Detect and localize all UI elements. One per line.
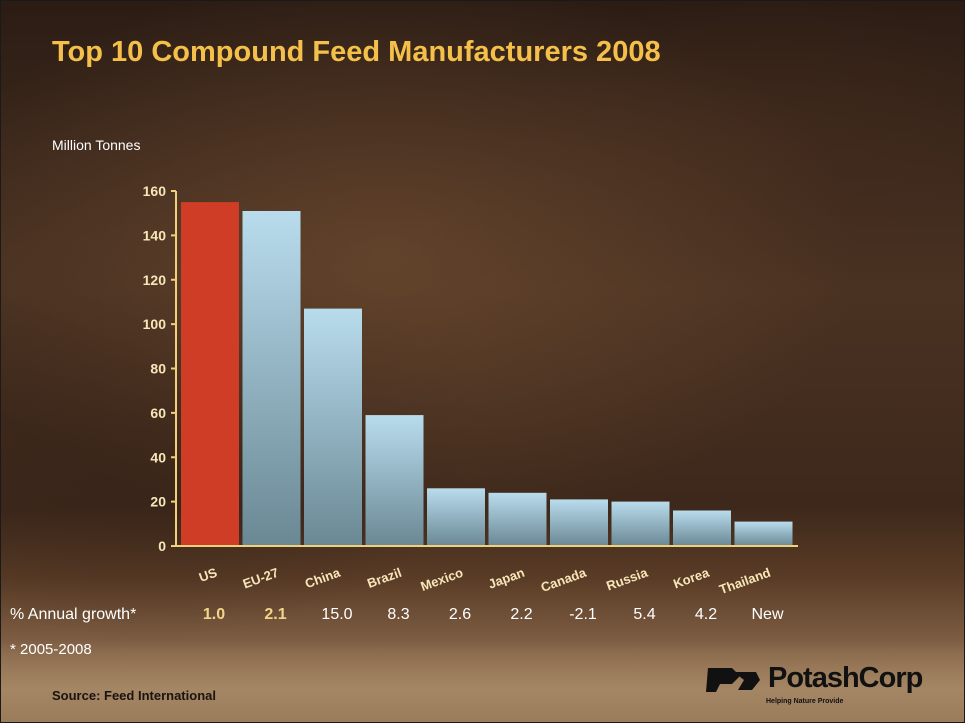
logo-tagline: Helping Nature Provide [766, 698, 844, 705]
x-tick-label: Korea [671, 564, 711, 591]
y-tick-label: 120 [143, 272, 167, 288]
growth-value: 2.6 [448, 606, 472, 623]
logo-wordmark: PotashCorp [768, 662, 923, 694]
axis-layer: 0 20 40 60 80 100 120 140 160 [143, 183, 798, 554]
growth-value: 4.2 [694, 606, 718, 623]
chart-title: Top 10 Compound Feed Manufacturers 2008 [52, 36, 661, 68]
growth-value: 2.1 [264, 606, 287, 623]
growth-value: -2.1 [569, 606, 597, 623]
x-tick-label: China [303, 564, 343, 591]
y-tick-label: 0 [158, 538, 166, 554]
x-tick-label: Russia [604, 564, 650, 593]
potashcorp-logo: PotashCorp Helping Nature Provide [700, 660, 940, 710]
logo-mark-icon [706, 668, 760, 692]
bar-russia [611, 501, 670, 546]
growth-value: 1.0 [202, 606, 226, 623]
bar-china [304, 308, 362, 546]
y-tick-label: 60 [150, 405, 166, 421]
source-note: Source: Feed International [52, 688, 216, 703]
bar-japan [488, 492, 547, 547]
growth-row-label: % Annual growth* [10, 606, 137, 623]
bar-korea [673, 510, 731, 546]
y-axis-unit-label: Million Tonnes [52, 137, 141, 153]
y-tick-label: 160 [143, 183, 167, 199]
bars-layer [181, 202, 793, 547]
bar-chart: 0 20 40 60 80 100 120 140 160 US EU-27 China Brazil… [143, 183, 798, 597]
bar-us [181, 202, 239, 546]
labels-layer: US EU-27 China Brazil Mexico Japan Canada Russi… [197, 564, 773, 597]
x-tick-label: Mexico [418, 565, 465, 594]
bar-mexico [427, 488, 485, 546]
bottom-band [0, 640, 965, 723]
growth-value: 15.0 [321, 606, 353, 623]
x-tick-label: US [197, 565, 219, 585]
x-tick-label: Japan [486, 565, 526, 592]
y-tick-label: 100 [143, 316, 167, 332]
growth-value: 8.3 [387, 606, 410, 623]
growth-value: 2.2 [510, 606, 533, 623]
x-tick-label: Brazil [365, 565, 403, 591]
y-tick-label: 140 [143, 227, 167, 243]
bar-thailand [734, 521, 793, 546]
growth-value: New [751, 606, 784, 623]
bar-eu-27 [242, 211, 301, 546]
x-tick-label: Thailand [717, 565, 772, 597]
y-tick-label: 20 [150, 494, 166, 510]
footnote: * 2005-2008 [10, 641, 92, 658]
y-tick-label: 80 [150, 361, 166, 377]
bar-brazil [365, 415, 424, 546]
growth-value: 5.4 [633, 606, 656, 623]
bar-canada [550, 499, 608, 546]
x-tick-label: EU-27 [241, 565, 281, 592]
y-tick-label: 40 [150, 449, 166, 465]
x-tick-label: Canada [539, 564, 589, 594]
